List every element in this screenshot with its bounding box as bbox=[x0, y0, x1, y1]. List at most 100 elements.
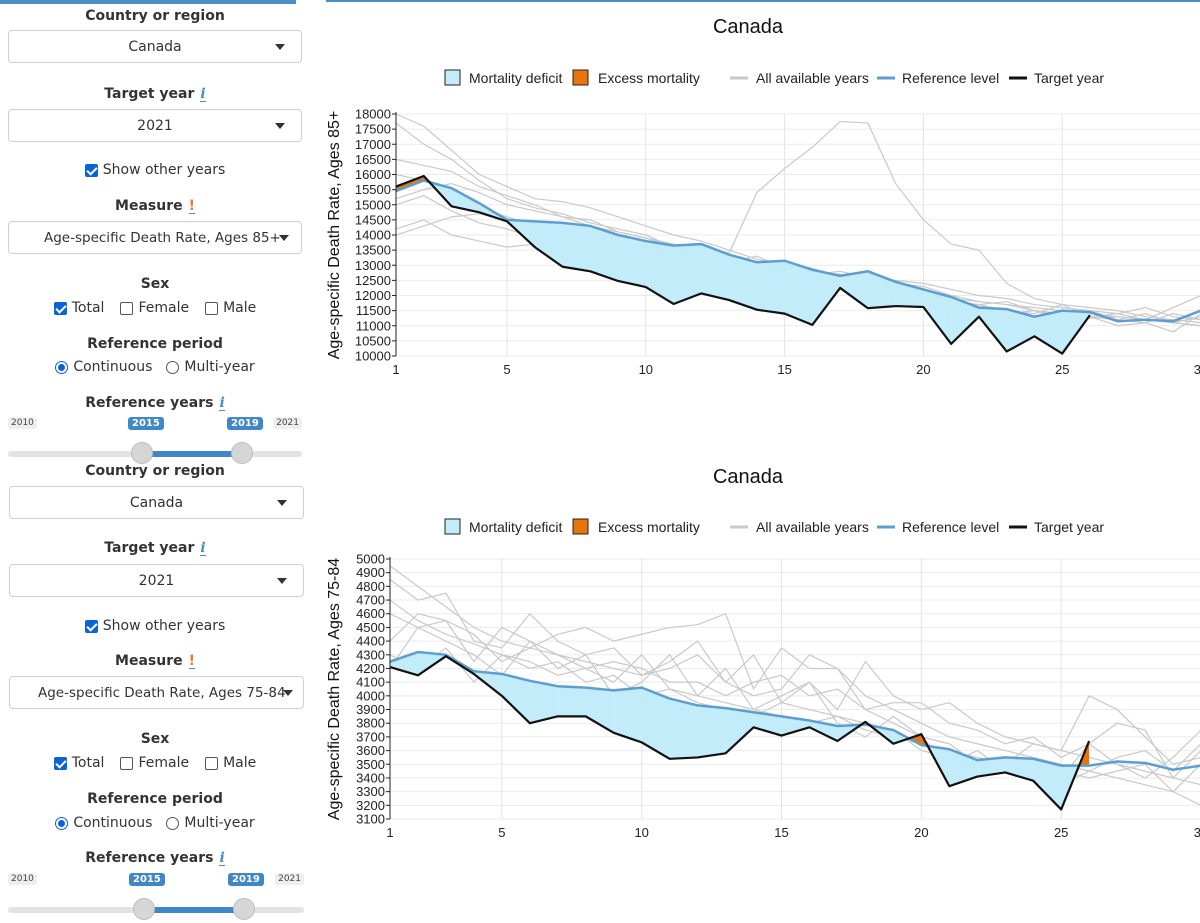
sex-label: Sex bbox=[140, 276, 170, 292]
measure-select-value: Age-specific Death Rate, Ages 75-84 bbox=[38, 684, 286, 701]
chart-85-plus: Canada Mortality deficit Excess mortality A… bbox=[326, 0, 1200, 458]
country-select[interactable]: Canada bbox=[8, 30, 302, 63]
x-tick-label: 20 bbox=[914, 825, 928, 840]
sidebar-top-accent-bar bbox=[0, 0, 296, 4]
y-tick-label: 3800 bbox=[356, 716, 385, 731]
y-tick-label: 4600 bbox=[356, 606, 385, 621]
slider-min-label: 2010 bbox=[8, 417, 37, 429]
target-year-label: Target year bbox=[104, 86, 195, 102]
radio-unselected-icon[interactable] bbox=[166, 360, 180, 374]
reference-years-slider[interactable]: 2010 2021 2015 2019 bbox=[8, 417, 302, 467]
info-icon[interactable]: i bbox=[200, 540, 206, 556]
slider-from-handle[interactable] bbox=[131, 442, 153, 464]
country-select[interactable]: Canada bbox=[9, 486, 304, 519]
legend-label-reference-level: Reference level bbox=[902, 70, 999, 86]
chevron-down-icon bbox=[277, 578, 287, 584]
mortality-deficit-area bbox=[697, 705, 726, 758]
mortality-deficit-area bbox=[645, 241, 674, 304]
x-tick-label: 20 bbox=[916, 362, 930, 377]
target-year-label-row: Target year i bbox=[0, 86, 310, 102]
measure-select[interactable]: Age-specific Death Rate, Ages 85+ bbox=[8, 221, 302, 254]
y-tick-label: 10500 bbox=[355, 333, 391, 348]
show-other-years-checkbox[interactable]: Show other years bbox=[84, 618, 225, 634]
x-tick-label: 30 bbox=[1194, 362, 1200, 377]
sex-option-female[interactable]: Female bbox=[120, 755, 189, 771]
checkbox-checked-icon[interactable] bbox=[53, 756, 67, 770]
controls-panel-1: Country or region Canada Target year i 20… bbox=[0, 0, 310, 464]
x-tick-labels: 151015202530 bbox=[386, 825, 1200, 840]
mortality-deficit-area bbox=[978, 307, 1007, 352]
radio-unselected-icon[interactable] bbox=[166, 816, 180, 830]
sex-option-female[interactable]: Female bbox=[120, 300, 189, 316]
checkbox-checked-icon[interactable] bbox=[84, 619, 98, 633]
checkbox-unchecked-icon[interactable] bbox=[205, 756, 219, 770]
chart-title: Canada bbox=[713, 466, 784, 488]
reference-period-label: Reference period bbox=[87, 336, 223, 352]
series-line-other-year bbox=[390, 579, 1200, 765]
chart-title: Canada bbox=[713, 16, 784, 38]
reference-period-continuous[interactable]: Continuous bbox=[55, 359, 152, 375]
y-tick-label: 3500 bbox=[356, 757, 385, 772]
checkbox-unchecked-icon[interactable] bbox=[120, 301, 134, 315]
measure-label-row: Measure! bbox=[0, 198, 310, 214]
mortality-deficit-area bbox=[784, 260, 813, 325]
y-tick-label: 12500 bbox=[355, 273, 391, 288]
y-tick-label: 18000 bbox=[355, 107, 391, 122]
measure-select-value: Age-specific Death Rate, Ages 85+ bbox=[44, 229, 281, 246]
target-year-select[interactable]: 2021 bbox=[8, 109, 302, 142]
mortality-deficit-area bbox=[729, 254, 757, 310]
slider-to-handle[interactable] bbox=[233, 898, 255, 920]
target-year-select[interactable]: 2021 bbox=[9, 564, 304, 597]
warning-icon[interactable]: ! bbox=[188, 653, 195, 669]
slider-to-handle[interactable] bbox=[231, 442, 253, 464]
slider-to-label: 2019 bbox=[227, 417, 263, 430]
y-tick-label: 4500 bbox=[356, 620, 385, 635]
checkbox-checked-icon[interactable] bbox=[84, 163, 98, 177]
slider-min-label: 2010 bbox=[8, 873, 37, 885]
reference-period-row: Continuous Multi-year bbox=[0, 815, 310, 831]
x-tick-label: 15 bbox=[774, 825, 788, 840]
radio-selected-icon[interactable] bbox=[55, 360, 69, 374]
mortality-deficit-area bbox=[590, 225, 619, 281]
series-line-reference-level bbox=[390, 650, 1200, 772]
y-tick-label: 3200 bbox=[356, 798, 385, 813]
slider-from-label: 2015 bbox=[128, 417, 164, 430]
sex-option-total[interactable]: Total bbox=[53, 755, 104, 771]
legend-label-target-year: Target year bbox=[1034, 70, 1104, 86]
reference-period-multi-year[interactable]: Multi-year bbox=[166, 359, 255, 375]
slider-from-handle[interactable] bbox=[133, 898, 155, 920]
x-tick-label: 5 bbox=[498, 825, 505, 840]
info-icon[interactable]: i bbox=[219, 395, 225, 411]
radio-selected-icon[interactable] bbox=[55, 816, 69, 830]
excess-mortality-area bbox=[1079, 741, 1090, 766]
show-other-years-checkbox[interactable]: Show other years bbox=[84, 162, 225, 178]
sex-option-total[interactable]: Total bbox=[53, 300, 104, 316]
checkbox-checked-icon[interactable] bbox=[53, 301, 67, 315]
sex-label: Sex bbox=[140, 731, 170, 747]
info-icon[interactable]: i bbox=[219, 850, 225, 866]
warning-icon[interactable]: ! bbox=[188, 198, 195, 214]
sex-option-male[interactable]: Male bbox=[205, 755, 256, 771]
sex-options-row: Total Female Male bbox=[0, 300, 310, 316]
y-tick-label: 4400 bbox=[356, 634, 385, 649]
checkbox-unchecked-icon[interactable] bbox=[205, 301, 219, 315]
reference-period-continuous[interactable]: Continuous bbox=[55, 815, 152, 831]
checkbox-unchecked-icon[interactable] bbox=[120, 756, 134, 770]
reference-years-slider[interactable]: 2010 2021 2015 2019 bbox=[8, 873, 304, 923]
reference-period-multi-year[interactable]: Multi-year bbox=[166, 815, 255, 831]
y-tick-label: 15500 bbox=[355, 182, 391, 197]
y-tick-label: 3400 bbox=[356, 770, 385, 785]
mortality-deficit-area bbox=[673, 244, 702, 304]
reference-years-label-row: Reference years i bbox=[0, 850, 310, 866]
series-line-target-year bbox=[390, 655, 1091, 811]
y-axis-label: Age-specific Death Rate, Ages 75-84 bbox=[326, 558, 343, 820]
chart-legend: Mortality deficit Excess mortality All ava… bbox=[444, 518, 1104, 535]
sex-option-male[interactable]: Male bbox=[205, 300, 256, 316]
mortality-deficit-area bbox=[641, 687, 670, 759]
slider-max-label: 2021 bbox=[275, 873, 304, 885]
y-tick-label: 3600 bbox=[356, 743, 385, 758]
chevron-down-icon bbox=[277, 500, 287, 506]
info-icon[interactable]: i bbox=[200, 86, 206, 102]
measure-select[interactable]: Age-specific Death Rate, Ages 75-84 bbox=[9, 676, 304, 709]
measure-label-row: Measure! bbox=[0, 653, 310, 669]
